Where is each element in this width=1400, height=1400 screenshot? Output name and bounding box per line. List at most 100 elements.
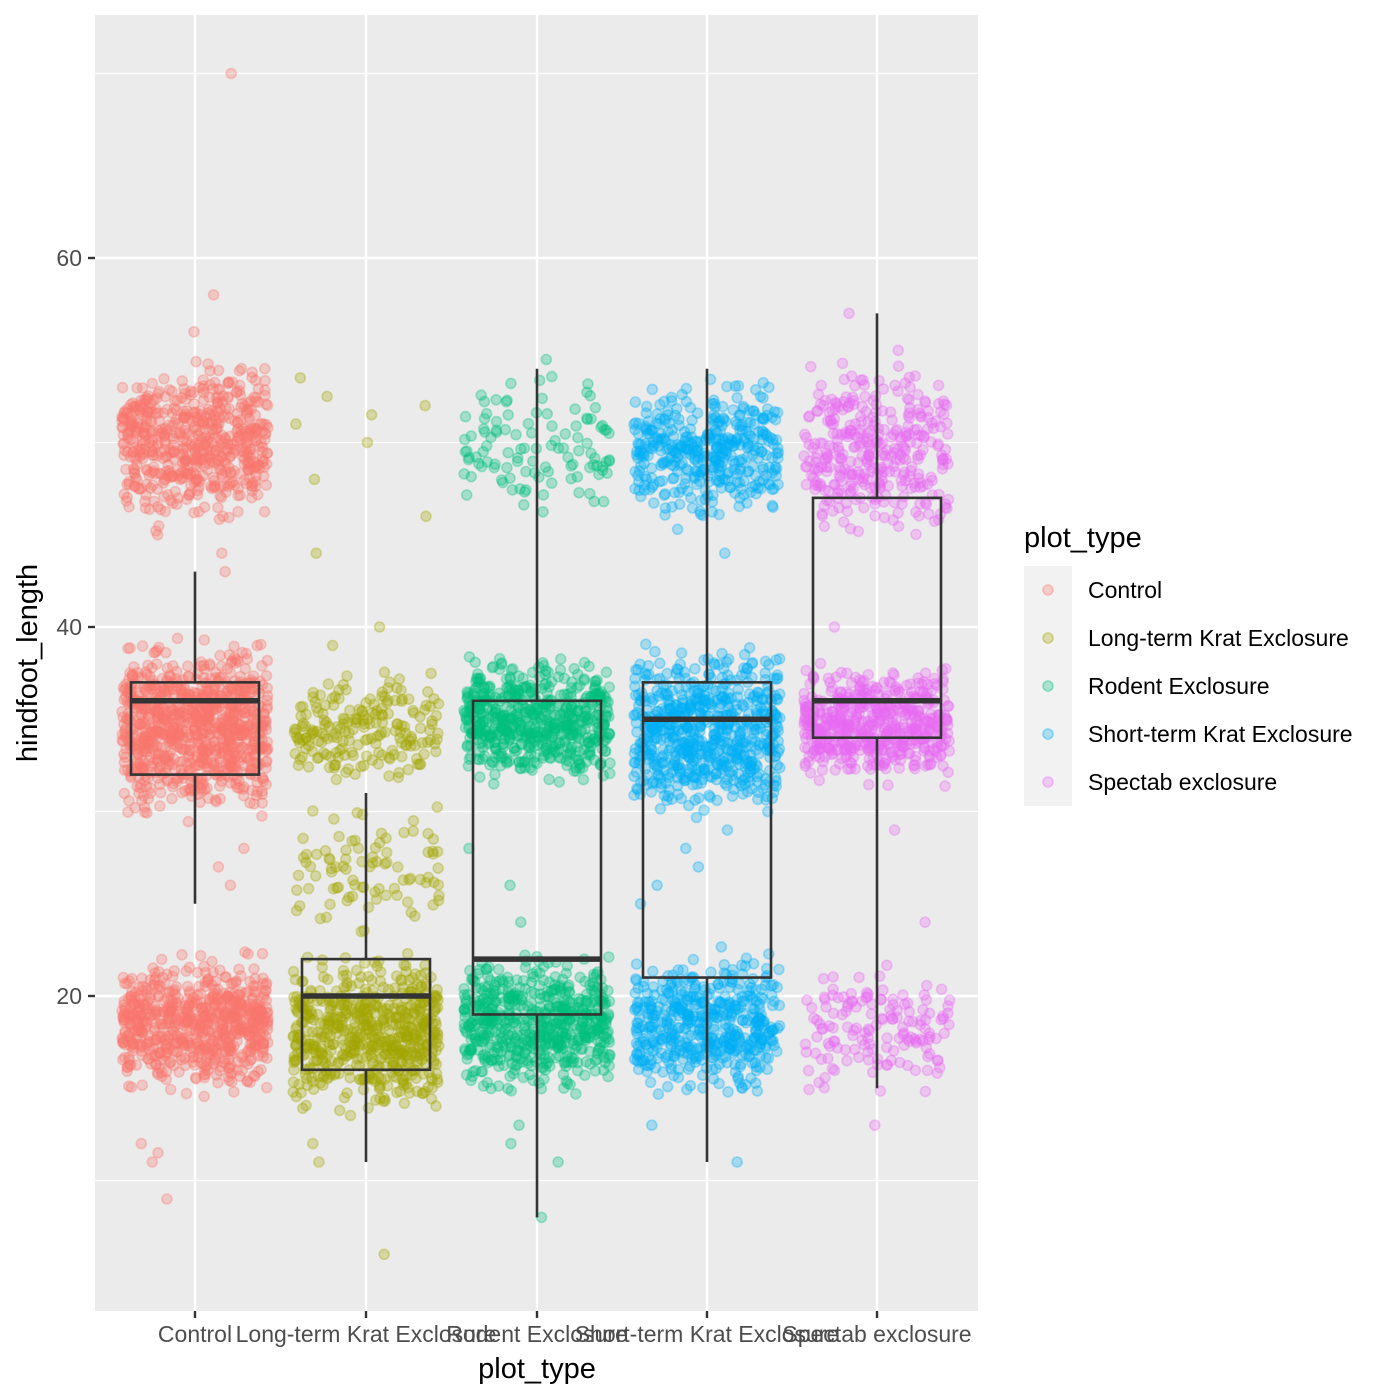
data-point: [241, 1002, 253, 1015]
data-point: [121, 1061, 134, 1073]
data-point: [194, 949, 207, 962]
data-point: [424, 734, 437, 747]
data-point: [239, 946, 251, 958]
data-point: [236, 1019, 248, 1031]
data-point: [252, 1065, 264, 1078]
data-point: [190, 355, 202, 368]
data-point: [126, 1036, 138, 1049]
data-point: [379, 1094, 392, 1107]
data-point: [341, 1087, 353, 1099]
data-point: [259, 427, 272, 440]
data-point: [136, 1045, 148, 1057]
data-point: [727, 1047, 740, 1060]
data-point: [145, 405, 158, 418]
data-point: [146, 1008, 158, 1021]
data-point: [146, 445, 159, 458]
data-point: [561, 1056, 574, 1068]
data-point: [194, 475, 206, 488]
data-point: [520, 712, 533, 724]
data-point: [220, 466, 232, 478]
data-point: [261, 1006, 274, 1019]
data-point: [189, 1071, 202, 1084]
data-point: [155, 718, 168, 730]
data-point: [732, 1070, 745, 1083]
data-point: [154, 1013, 167, 1026]
data-point: [134, 1009, 146, 1022]
data-point: [632, 1040, 645, 1052]
data-point: [571, 1064, 584, 1077]
data-point: [463, 651, 476, 663]
data-point: [724, 1028, 737, 1040]
data-point: [247, 1069, 260, 1082]
data-point: [171, 1046, 183, 1058]
data-point: [142, 1053, 154, 1066]
data-point: [380, 846, 393, 859]
data-point: [202, 976, 214, 988]
data-point: [124, 1033, 137, 1045]
data-point: [465, 430, 478, 442]
data-point: [321, 973, 334, 986]
data-point: [736, 1082, 749, 1094]
data-point: [207, 1018, 219, 1030]
data-point: [183, 985, 196, 998]
data-point: [502, 982, 515, 994]
data-point: [259, 1011, 272, 1023]
data-point: [667, 1050, 680, 1062]
data-point: [206, 1044, 219, 1056]
data-point: [545, 477, 558, 489]
data-point: [254, 1001, 266, 1013]
data-point: [199, 966, 212, 979]
data-point: [663, 1018, 676, 1030]
data-point: [361, 1042, 374, 1055]
data-point: [189, 996, 201, 1009]
data-point: [134, 782, 146, 794]
data-point: [154, 800, 166, 812]
data-point: [509, 721, 522, 734]
data-point: [124, 667, 136, 679]
data-point: [219, 565, 231, 578]
data-point: [705, 966, 717, 979]
data-point: [428, 876, 440, 889]
data-point: [205, 1008, 217, 1021]
data-point: [240, 999, 253, 1012]
data-point: [125, 993, 138, 1006]
data-point: [182, 1005, 194, 1018]
data-point: [261, 689, 274, 702]
data-point: [230, 1004, 243, 1017]
data-point: [197, 1005, 210, 1018]
data-point: [199, 1023, 212, 1036]
data-point: [135, 1024, 148, 1036]
data-point: [223, 1045, 236, 1057]
data-point: [224, 879, 237, 892]
data-point: [365, 408, 378, 421]
data-point: [584, 749, 597, 762]
data-point: [150, 1058, 162, 1071]
data-point: [383, 770, 395, 782]
data-point: [160, 1073, 172, 1086]
data-point: [190, 1072, 202, 1085]
data-point: [260, 977, 273, 989]
data-point: [135, 1137, 148, 1150]
data-point: [326, 639, 339, 652]
data-point: [485, 1082, 497, 1095]
data-point: [770, 1045, 783, 1058]
data-point: [160, 1046, 172, 1059]
data-point: [310, 701, 323, 714]
data-point: [153, 1047, 166, 1059]
data-point: [153, 965, 165, 978]
data-point: [167, 1045, 180, 1057]
data-point: [209, 682, 221, 694]
data-point: [480, 1014, 493, 1027]
data-point: [504, 1070, 516, 1083]
data-point: [260, 723, 273, 736]
data-point: [296, 720, 308, 733]
data-point: [215, 480, 227, 493]
data-point: [200, 1002, 212, 1014]
data-point: [545, 370, 558, 383]
data-point: [241, 404, 253, 417]
data-point: [125, 1040, 137, 1052]
data-point: [118, 1007, 131, 1020]
data-point: [537, 489, 550, 501]
data-point: [154, 1047, 166, 1059]
data-point: [715, 941, 728, 953]
